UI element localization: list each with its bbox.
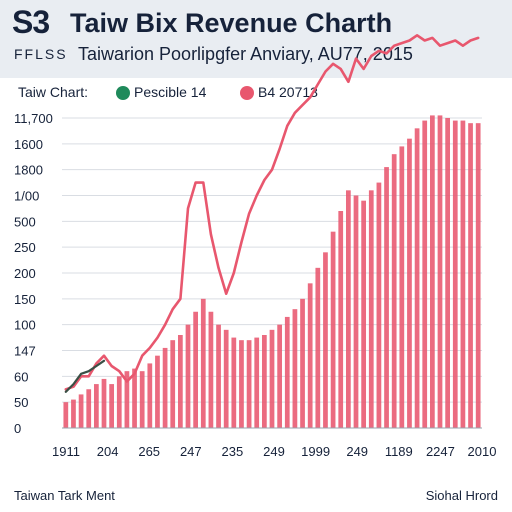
- bar: [345, 190, 351, 428]
- series-line: [64, 33, 480, 391]
- footer-source-right: Siohal Hrord: [425, 488, 498, 503]
- bar: [368, 190, 374, 428]
- y-tick-label: 147: [14, 344, 36, 359]
- x-tick-label: 265: [138, 444, 160, 459]
- y-tick-label: 250: [14, 240, 36, 255]
- x-tick-label: 1189: [385, 444, 413, 459]
- bar: [384, 167, 389, 429]
- bar: [162, 347, 168, 428]
- bar: [86, 389, 92, 428]
- y-tick-label: 11,700: [14, 111, 53, 126]
- bar: [277, 324, 283, 428]
- legend-item-label: Pescible 14: [134, 84, 207, 100]
- bar: [361, 200, 367, 428]
- bar: [315, 267, 321, 428]
- footer-source-left: Taiwan Tark Ment: [14, 488, 115, 503]
- bar: [300, 298, 305, 428]
- logo-mark: S3: [12, 4, 50, 40]
- y-tick-label: 200: [14, 266, 36, 281]
- bar: [93, 384, 99, 428]
- bar: [109, 384, 115, 428]
- x-tick-label: 249: [346, 444, 368, 459]
- bar: [101, 378, 107, 428]
- header-tag: FFLSS: [14, 46, 68, 62]
- bar: [460, 120, 466, 428]
- bar: [71, 399, 76, 428]
- bar: [78, 394, 84, 428]
- bar: [323, 252, 328, 428]
- y-tick-label: 0: [14, 421, 21, 436]
- bar: [422, 120, 428, 428]
- bar: [208, 311, 214, 428]
- legend-swatch-green: [116, 86, 130, 100]
- x-tick-label: 1911: [52, 444, 80, 459]
- bar: [147, 363, 153, 428]
- bar: [399, 146, 405, 428]
- bar: [284, 316, 290, 428]
- y-tick-label: 60: [14, 369, 28, 384]
- bar: [200, 298, 206, 428]
- bar: [239, 340, 244, 428]
- bar: [468, 123, 473, 429]
- bar: [391, 154, 397, 428]
- x-tick-label: 2010: [468, 444, 497, 459]
- bar: [193, 311, 199, 428]
- bar: [292, 309, 298, 428]
- y-tick-label: 150: [14, 292, 36, 307]
- x-tick-label: 2247: [426, 444, 455, 459]
- x-tick-label: 1999: [301, 444, 330, 459]
- y-tick-label: 500: [14, 214, 36, 229]
- chart-subtitle: Taiwarion Poorlipgfer Anviary, AU77, 201…: [78, 44, 413, 64]
- legend-swatch-red: [240, 86, 254, 100]
- bar: [246, 340, 252, 428]
- y-tick-label: 100: [14, 318, 36, 333]
- bar: [177, 335, 183, 428]
- bar: [139, 371, 145, 428]
- x-tick-label: 235: [222, 444, 244, 459]
- bar: [231, 337, 237, 428]
- y-tick-label: 1/00: [14, 189, 39, 204]
- bar: [307, 283, 313, 428]
- y-tick-label: 50: [14, 395, 28, 410]
- bar: [216, 324, 221, 428]
- bar: [407, 138, 412, 428]
- x-tick-label: 247: [180, 444, 202, 459]
- bar: [269, 329, 275, 428]
- bar: [376, 182, 382, 428]
- bar: [132, 368, 137, 428]
- bar: [254, 337, 260, 428]
- bar: [330, 231, 336, 428]
- bar: [63, 402, 69, 428]
- series-line: [64, 359, 106, 393]
- y-tick-label: 1800: [14, 163, 43, 178]
- bar: [429, 115, 435, 429]
- bar: [170, 340, 176, 428]
- bar: [353, 195, 359, 428]
- bar: [475, 123, 481, 429]
- legend-item-label: B4 20713: [258, 84, 318, 100]
- bar: [185, 324, 191, 428]
- legend-title: Taiw Chart:: [18, 84, 89, 100]
- bar: [155, 355, 160, 428]
- bar: [261, 335, 267, 428]
- bar: [445, 118, 451, 428]
- y-tick-label: 1600: [14, 137, 43, 152]
- x-tick-label: 204: [97, 444, 119, 459]
- bar: [437, 115, 443, 429]
- x-tick-label: 249: [263, 444, 285, 459]
- bar: [338, 211, 344, 428]
- bar: [223, 329, 229, 428]
- chart-title: Taiw Bix Revenue Charth: [70, 8, 393, 38]
- bar: [452, 120, 458, 428]
- bar: [116, 376, 122, 428]
- bar: [124, 371, 130, 428]
- bar: [414, 128, 420, 429]
